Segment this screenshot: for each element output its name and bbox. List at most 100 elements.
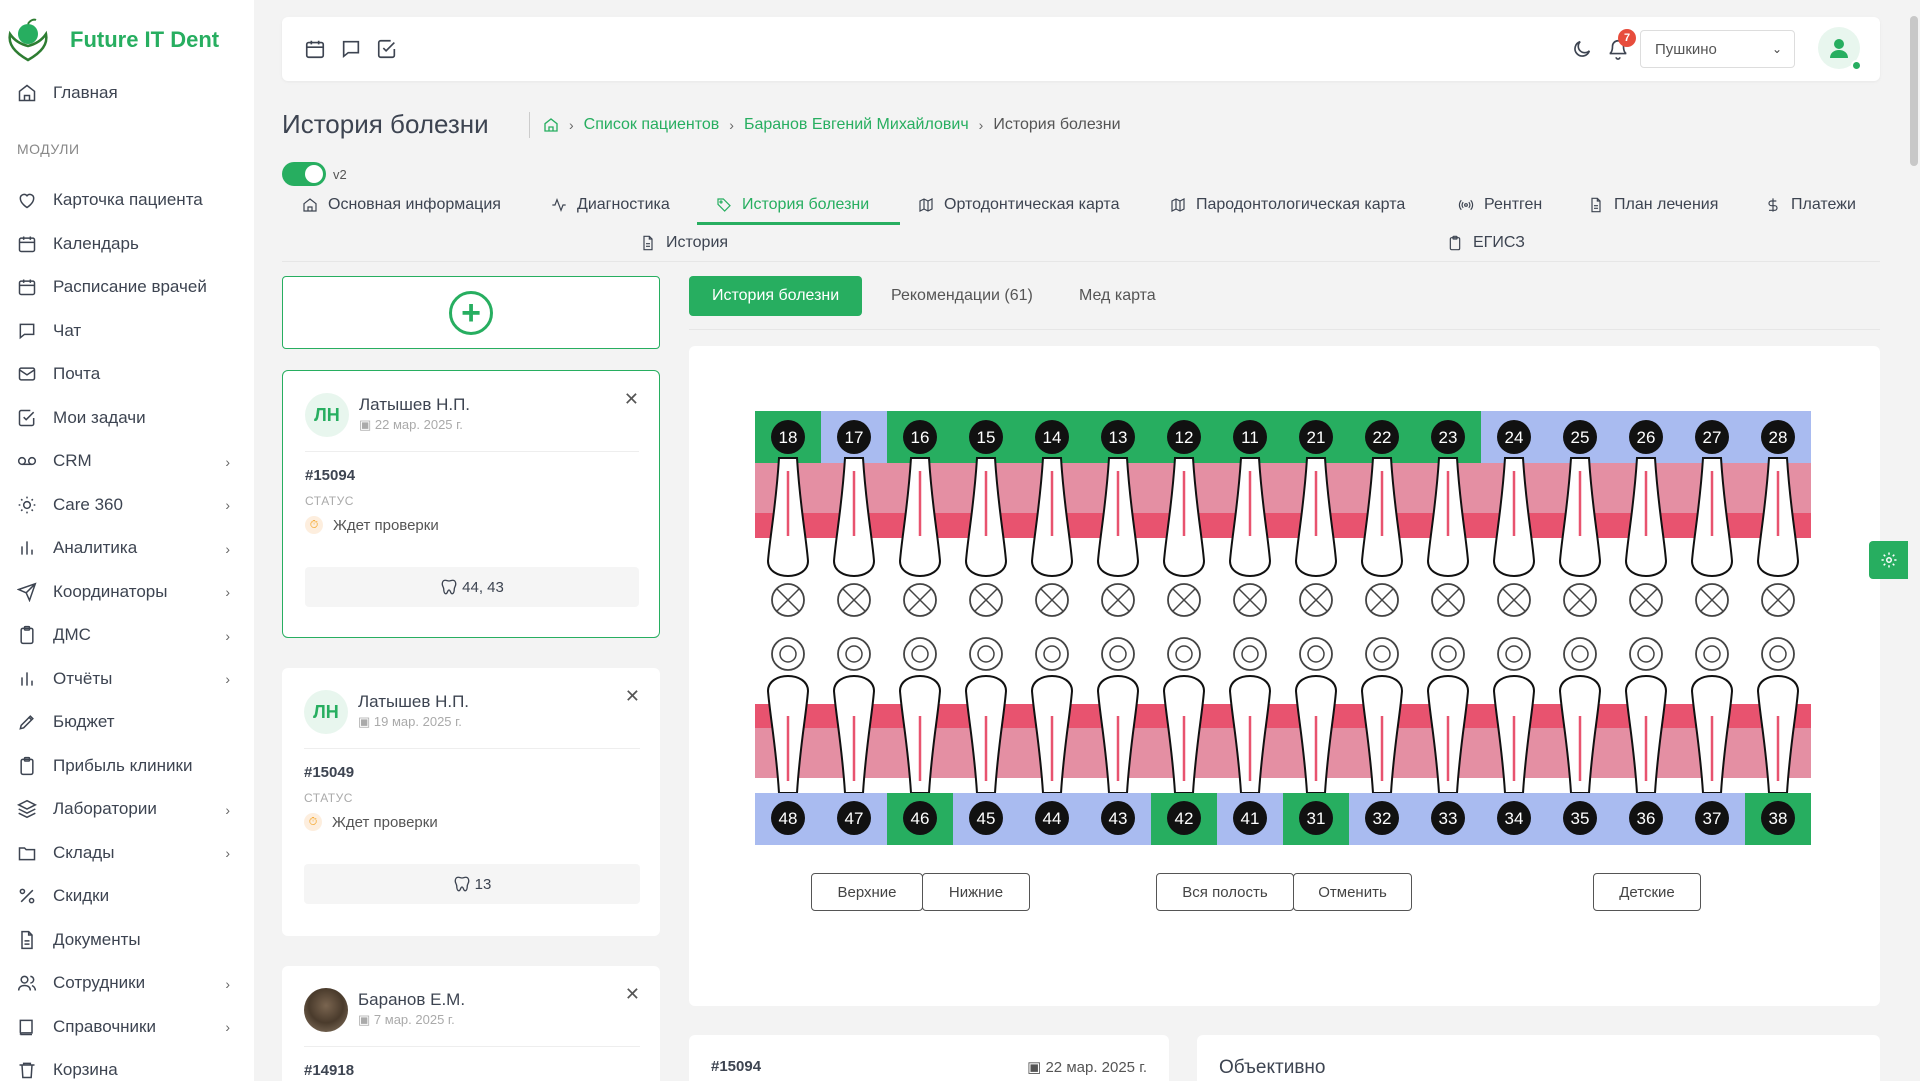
chat-icon[interactable] (340, 38, 362, 60)
tooth-surface-marker[interactable] (1167, 583, 1201, 617)
tooth-47[interactable]: 47 (821, 793, 887, 845)
visit-card[interactable]: Баранов Е.М. ▣ 7 мар. 2025 г. ✕ #14918 (282, 966, 660, 1081)
brand[interactable]: Future IT Dent (4, 16, 219, 64)
tooth-17[interactable]: 17 (821, 411, 887, 463)
tooth-23[interactable]: 23 (1415, 411, 1481, 463)
tooth-surface-marker[interactable] (1101, 583, 1135, 617)
bell-icon[interactable] (1607, 38, 1629, 60)
subtab-recommendations[interactable]: Рекомендации (61) (891, 287, 1033, 304)
tooth-surface-marker[interactable] (1695, 637, 1729, 671)
tooth-27[interactable]: 27 (1679, 411, 1745, 463)
full-cavity-button[interactable]: Вся полость (1156, 873, 1294, 911)
tooth-45[interactable]: 45 (953, 793, 1019, 845)
tooth-surface-marker[interactable] (1431, 583, 1465, 617)
tab-6[interactable]: План лечения (1588, 190, 1718, 220)
tooth-13[interactable]: 13 (1085, 411, 1151, 463)
sidebar-item-10[interactable]: ДМС › (0, 614, 254, 658)
cancel-button[interactable]: Отменить (1293, 873, 1412, 911)
tooth-surface-marker[interactable] (1563, 637, 1597, 671)
tooth-41[interactable]: 41 (1217, 793, 1283, 845)
tooth-11[interactable]: 11 (1217, 411, 1283, 463)
tab-3[interactable]: Ортодонтическая карта (918, 190, 1119, 220)
tooth-surface-marker[interactable] (1761, 637, 1795, 671)
scroll-thumb[interactable] (1910, 16, 1918, 166)
tooth-surface-marker[interactable] (837, 637, 871, 671)
close-icon[interactable]: ✕ (624, 984, 640, 1004)
tooth-surface-marker[interactable] (1365, 637, 1399, 671)
breadcrumb-patient[interactable]: Баранов Евгений Михайлович (743, 116, 969, 133)
tooth-25[interactable]: 25 (1547, 411, 1613, 463)
tooth-26[interactable]: 26 (1613, 411, 1679, 463)
tab-8[interactable]: История (640, 228, 728, 258)
tooth-surface-marker[interactable] (903, 637, 937, 671)
tooth-surface-marker[interactable] (771, 583, 805, 617)
tooth-22[interactable]: 22 (1349, 411, 1415, 463)
tooth-surface-marker[interactable] (969, 637, 1003, 671)
tooth-15[interactable]: 15 (953, 411, 1019, 463)
tooth-surface-marker[interactable] (1233, 583, 1267, 617)
tooth-surface-marker[interactable] (837, 583, 871, 617)
tooth-38[interactable]: 38 (1745, 793, 1811, 845)
tooth-surface-marker[interactable] (1035, 583, 1069, 617)
tooth-surface-marker[interactable] (1563, 583, 1597, 617)
tooth-32[interactable]: 32 (1349, 793, 1415, 845)
sidebar-item-13[interactable]: Прибыль клиники (0, 744, 254, 788)
tab-5[interactable]: Рентген (1458, 190, 1542, 220)
tooth-36[interactable]: 36 (1613, 793, 1679, 845)
sidebar-item-5[interactable]: Мои задачи (0, 396, 254, 440)
moon-icon[interactable] (1571, 38, 1593, 60)
tooth-surface-marker[interactable] (1629, 583, 1663, 617)
tooth-42[interactable]: 42 (1151, 793, 1217, 845)
tab-2[interactable]: История болезни (716, 190, 869, 220)
sidebar-item-2[interactable]: Расписание врачей (0, 266, 254, 310)
sidebar-item-12[interactable]: Бюджет (0, 701, 254, 745)
sidebar-item-0[interactable]: Карточка пациента (0, 179, 254, 223)
tooth-46[interactable]: 46 (887, 793, 953, 845)
version-toggle[interactable] (282, 162, 326, 186)
tooth-24[interactable]: 24 (1481, 411, 1547, 463)
sidebar-item-18[interactable]: Сотрудники › (0, 962, 254, 1006)
tooth-14[interactable]: 14 (1019, 411, 1085, 463)
tooth-surface-marker[interactable] (1761, 583, 1795, 617)
close-icon[interactable]: ✕ (624, 686, 640, 706)
sidebar-item-9[interactable]: Координаторы › (0, 570, 254, 614)
tooth-surface-marker[interactable] (1497, 637, 1531, 671)
home-icon[interactable] (543, 117, 559, 133)
sidebar-item-8[interactable]: Аналитика › (0, 527, 254, 571)
children-button[interactable]: Детские (1593, 873, 1701, 911)
tooth-surface-marker[interactable] (1101, 637, 1135, 671)
tooth-surface-marker[interactable] (903, 583, 937, 617)
tooth-44[interactable]: 44 (1019, 793, 1085, 845)
calendar-icon[interactable] (304, 38, 326, 60)
tooth-28[interactable]: 28 (1745, 411, 1811, 463)
tooth-34[interactable]: 34 (1481, 793, 1547, 845)
sidebar-item-7[interactable]: Care 360 › (0, 483, 254, 527)
lower-button[interactable]: Нижние (922, 873, 1030, 911)
tooth-33[interactable]: 33 (1415, 793, 1481, 845)
tooth-surface-marker[interactable] (1365, 583, 1399, 617)
tooth-surface-marker[interactable] (1299, 583, 1333, 617)
tooth-surface-marker[interactable] (1299, 637, 1333, 671)
tooth-surface-marker[interactable] (1431, 637, 1465, 671)
subtab-history[interactable]: История болезни (689, 276, 863, 316)
tooth-21[interactable]: 21 (1283, 411, 1349, 463)
tooth-surface-marker[interactable] (1167, 637, 1201, 671)
tab-9[interactable]: ЕГИСЗ (1447, 228, 1525, 258)
sidebar-item-17[interactable]: Документы (0, 918, 254, 962)
visit-card[interactable]: ЛН Латышев Н.П. ▣ 19 мар. 2025 г. ✕ #150… (282, 668, 660, 936)
sidebar-item-14[interactable]: Лаборатории › (0, 788, 254, 832)
tooth-43[interactable]: 43 (1085, 793, 1151, 845)
subtab-medcard[interactable]: Мед карта (1079, 287, 1156, 304)
sidebar-item-4[interactable]: Почта (0, 353, 254, 397)
tab-0[interactable]: Основная информация (302, 190, 501, 220)
visit-card[interactable]: ЛН Латышев Н.П. ▣ 22 мар. 2025 г. ✕ #150… (282, 370, 660, 638)
tooth-surface-marker[interactable] (1629, 637, 1663, 671)
city-select[interactable]: Пушкино ⌄ (1640, 30, 1795, 68)
tooth-surface-marker[interactable] (1035, 637, 1069, 671)
add-visit-button[interactable]: + (282, 276, 660, 349)
tooth-35[interactable]: 35 (1547, 793, 1613, 845)
settings-button[interactable] (1869, 541, 1909, 579)
tooth-surface-marker[interactable] (969, 583, 1003, 617)
tab-1[interactable]: Диагностика (551, 190, 670, 220)
sidebar-item-3[interactable]: Чат (0, 309, 254, 353)
